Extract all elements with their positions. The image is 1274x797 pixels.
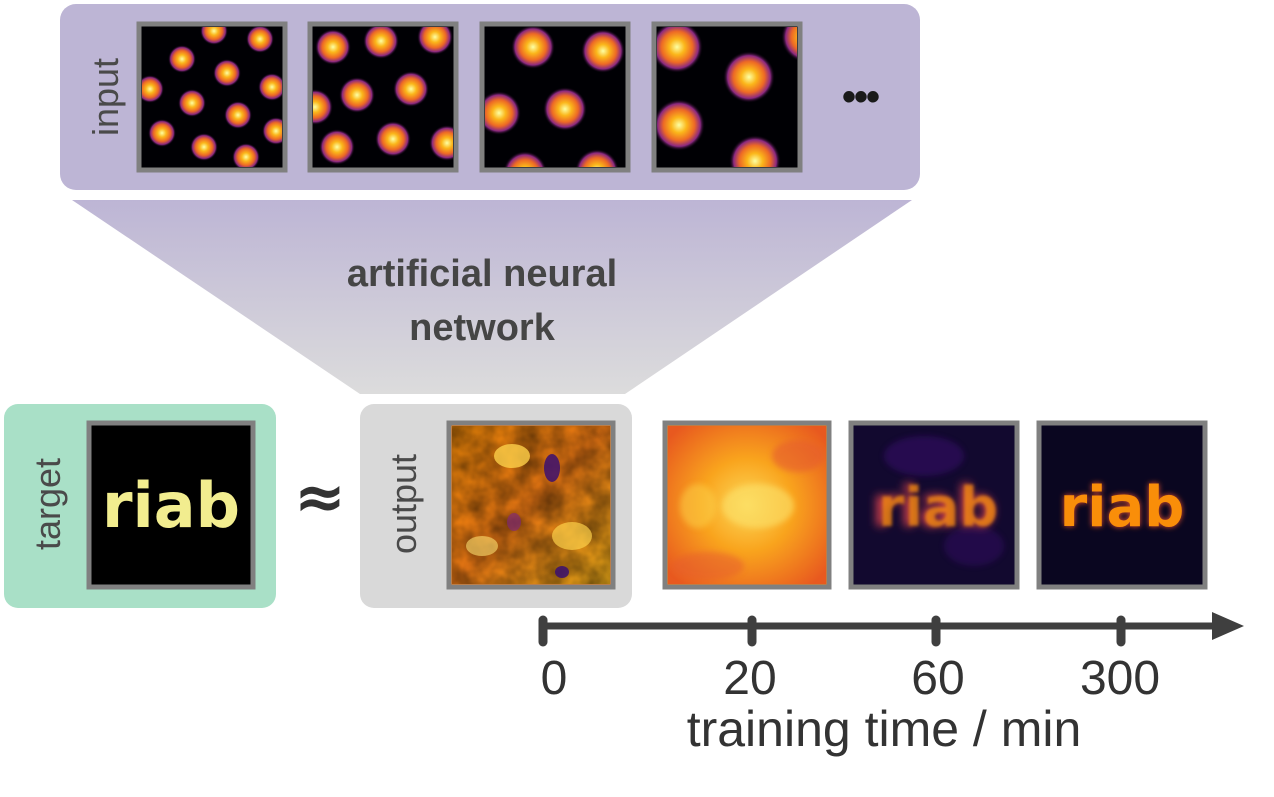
output-snapshot-300: riab riab (1036, 420, 1208, 590)
target-image (86, 420, 256, 590)
network-label-line2: network (409, 307, 556, 349)
network-label-line1: artificial neural (347, 253, 617, 295)
output-60-text: riab (872, 475, 997, 540)
input-label: input (85, 58, 126, 136)
output-snapshot-20 (662, 420, 832, 590)
output-label: output (383, 454, 424, 554)
axis-arrowhead (1212, 612, 1244, 640)
output-300-glow: riab (1060, 475, 1185, 540)
target-text: riab (102, 469, 240, 542)
output-snapshot-60: riab riab (848, 420, 1020, 590)
tick-label-20: 20 (723, 652, 776, 705)
input-tile-2 (307, 21, 459, 173)
output-300-text: riab (1060, 475, 1185, 540)
tick-label-300: 300 (1080, 652, 1160, 705)
tick-label-0: 0 (541, 652, 568, 705)
ellipsis: ••• (842, 75, 879, 119)
axis-title: training time / min (687, 701, 1082, 757)
input-tile-4 (651, 21, 803, 173)
input-tile-1 (136, 21, 288, 173)
input-tile-3 (479, 21, 631, 173)
tick-label-60: 60 (911, 652, 964, 705)
approx-symbol: ≈ (294, 460, 346, 533)
network-funnel (72, 200, 912, 394)
output-snapshot-0 (446, 420, 616, 590)
output-60-text-core: riab (878, 476, 998, 539)
target-label: target (27, 458, 68, 550)
